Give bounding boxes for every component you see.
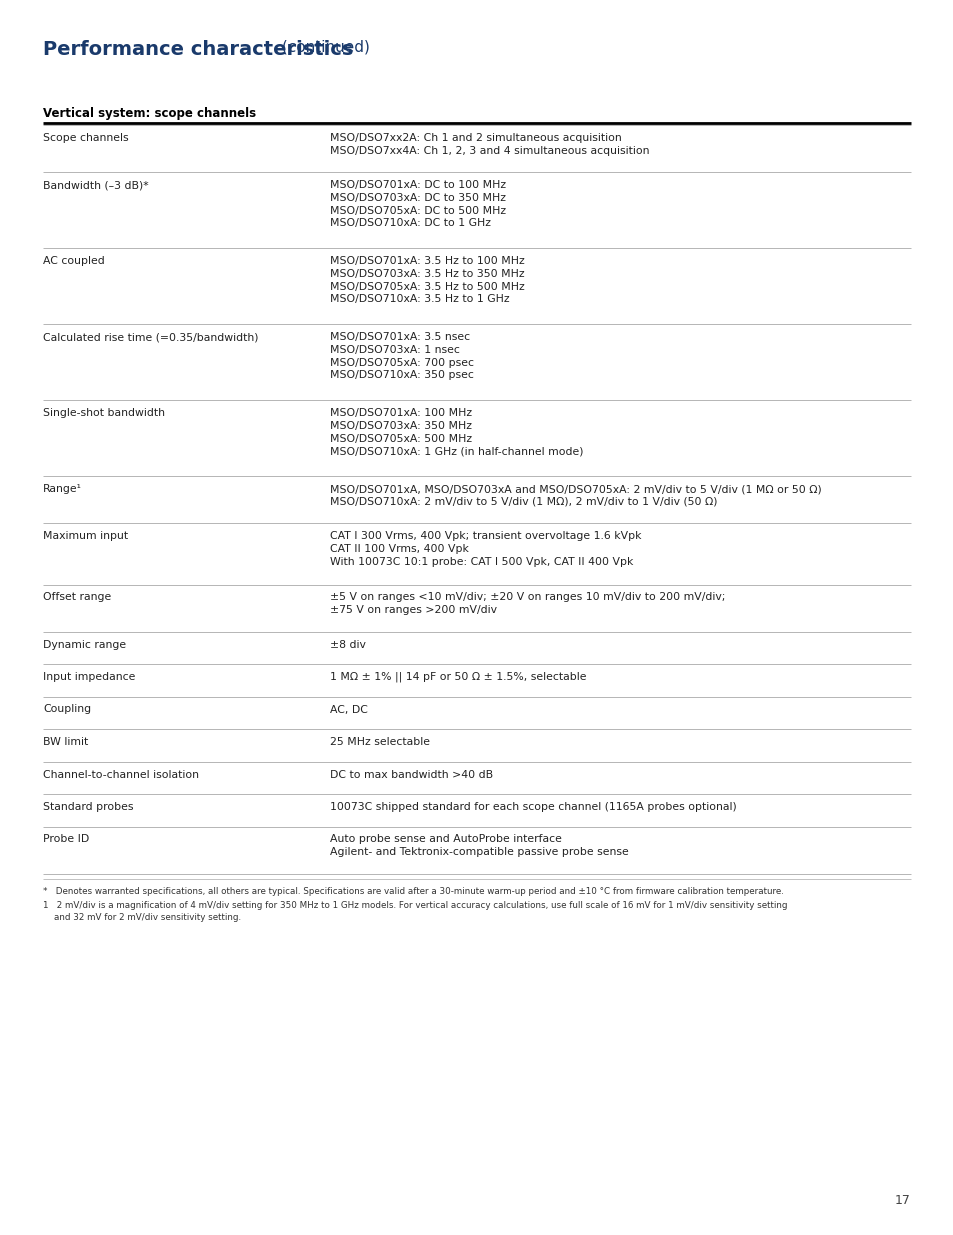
Text: Offset range: Offset range xyxy=(43,593,112,603)
Text: Range¹: Range¹ xyxy=(43,484,82,494)
Text: MSO/DSO7xx2A: Ch 1 and 2 simultaneous acquisition
MSO/DSO7xx4A: Ch 1, 2, 3 and 4: MSO/DSO7xx2A: Ch 1 and 2 simultaneous ac… xyxy=(330,133,649,156)
Text: Channel-to-channel isolation: Channel-to-channel isolation xyxy=(43,769,199,779)
Text: AC coupled: AC coupled xyxy=(43,256,105,266)
Text: ±8 div: ±8 div xyxy=(330,640,366,650)
Text: Probe ID: Probe ID xyxy=(43,835,90,845)
Text: Maximum input: Maximum input xyxy=(43,531,128,541)
Text: 1   2 mV/div is a magnification of 4 mV/div setting for 350 MHz to 1 GHz models.: 1 2 mV/div is a magnification of 4 mV/di… xyxy=(43,900,786,909)
Text: Dynamic range: Dynamic range xyxy=(43,640,126,650)
Text: MSO/DSO701xA: DC to 100 MHz
MSO/DSO703xA: DC to 350 MHz
MSO/DSO705xA: DC to 500 : MSO/DSO701xA: DC to 100 MHz MSO/DSO703xA… xyxy=(330,180,506,228)
Text: 17: 17 xyxy=(894,1194,910,1207)
Text: MSO/DSO701xA: 3.5 Hz to 100 MHz
MSO/DSO703xA: 3.5 Hz to 350 MHz
MSO/DSO705xA: 3.: MSO/DSO701xA: 3.5 Hz to 100 MHz MSO/DSO7… xyxy=(330,256,524,304)
Text: Auto probe sense and AutoProbe interface
Agilent- and Tektronix-compatible passi: Auto probe sense and AutoProbe interface… xyxy=(330,835,628,857)
Text: BW limit: BW limit xyxy=(43,737,89,747)
Text: *   Denotes warranted specifications, all others are typical. Specifications are: * Denotes warranted specifications, all … xyxy=(43,888,783,897)
Text: Calculated rise time (=0.35/bandwidth): Calculated rise time (=0.35/bandwidth) xyxy=(43,332,258,342)
Text: 1 MΩ ± 1% || 14 pF or 50 Ω ± 1.5%, selectable: 1 MΩ ± 1% || 14 pF or 50 Ω ± 1.5%, selec… xyxy=(330,672,586,683)
Text: MSO/DSO701xA, MSO/DSO703xA and MSO/DSO705xA: 2 mV/div to 5 V/div (1 MΩ or 50 Ω)
: MSO/DSO701xA, MSO/DSO703xA and MSO/DSO70… xyxy=(330,484,821,506)
Text: Bandwidth (–3 dB)*: Bandwidth (–3 dB)* xyxy=(43,180,149,190)
Text: MSO/DSO701xA: 3.5 nsec
MSO/DSO703xA: 1 nsec
MSO/DSO705xA: 700 psec
MSO/DSO710xA:: MSO/DSO701xA: 3.5 nsec MSO/DSO703xA: 1 n… xyxy=(330,332,474,380)
Text: and 32 mV for 2 mV/div sensitivity setting.: and 32 mV for 2 mV/div sensitivity setti… xyxy=(43,914,241,923)
Text: AC, DC: AC, DC xyxy=(330,704,368,715)
Text: Performance characteristics: Performance characteristics xyxy=(43,40,353,59)
Text: DC to max bandwidth >40 dB: DC to max bandwidth >40 dB xyxy=(330,769,493,779)
Text: Single-shot bandwidth: Single-shot bandwidth xyxy=(43,408,165,417)
Text: (continued): (continued) xyxy=(276,40,370,56)
Text: ±5 V on ranges <10 mV/div; ±20 V on ranges 10 mV/div to 200 mV/div;
±75 V on ran: ±5 V on ranges <10 mV/div; ±20 V on rang… xyxy=(330,593,724,615)
Text: Standard probes: Standard probes xyxy=(43,802,133,811)
Text: 10073C shipped standard for each scope channel (1165A probes optional): 10073C shipped standard for each scope c… xyxy=(330,802,736,811)
Text: 25 MHz selectable: 25 MHz selectable xyxy=(330,737,430,747)
Text: MSO/DSO701xA: 100 MHz
MSO/DSO703xA: 350 MHz
MSO/DSO705xA: 500 MHz
MSO/DSO710xA: : MSO/DSO701xA: 100 MHz MSO/DSO703xA: 350 … xyxy=(330,408,583,457)
Text: Scope channels: Scope channels xyxy=(43,133,129,143)
Text: Input impedance: Input impedance xyxy=(43,672,135,682)
Text: Vertical system: scope channels: Vertical system: scope channels xyxy=(43,107,255,120)
Text: Coupling: Coupling xyxy=(43,704,91,715)
Text: CAT I 300 Vrms, 400 Vpk; transient overvoltage 1.6 kVpk
CAT II 100 Vrms, 400 Vpk: CAT I 300 Vrms, 400 Vpk; transient overv… xyxy=(330,531,640,567)
